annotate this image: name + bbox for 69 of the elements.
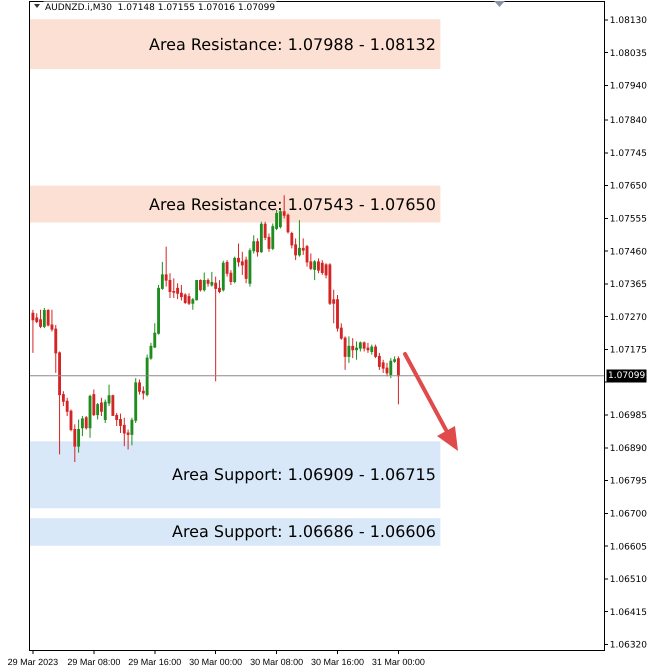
candlestick	[210, 271, 214, 288]
x-tick-label: 30 Mar 08:00	[250, 656, 304, 667]
candlestick	[31, 309, 34, 354]
band-label: Area Resistance: 1.07543 - 1.07650	[149, 195, 436, 214]
candlestick	[39, 309, 42, 329]
x-tick-label: 29 Mar 2023	[8, 656, 58, 667]
y-tick-label: 1.08035	[610, 48, 648, 59]
candlestick	[214, 276, 218, 382]
candlestick	[222, 260, 225, 292]
y-tick-label: 1.06415	[610, 608, 648, 618]
candlestick	[92, 388, 96, 417]
x-tick-label: 30 Mar 00:00	[189, 656, 242, 667]
candlestick	[188, 292, 190, 306]
candlestick	[386, 362, 388, 377]
candlestick	[260, 221, 263, 254]
y-tick-label: 1.06320	[610, 640, 648, 651]
y-tick-label: 1.07460	[610, 247, 648, 258]
y-tick-label: 1.07270	[610, 312, 648, 323]
candlestick	[389, 358, 392, 379]
candlestick	[199, 278, 202, 292]
candlestick	[317, 258, 320, 274]
candlestick	[122, 417, 126, 447]
y-tick-label: 1.06985	[610, 411, 648, 422]
candlestick	[320, 260, 324, 276]
y-tick-label: 1.06890	[610, 444, 648, 454]
y-tick-label: 1.06510	[610, 575, 648, 586]
candlestick	[84, 416, 88, 430]
chart-title: AUDNZD.i,M30 1.07148 1.07155 1.07016 1.07099	[45, 3, 276, 13]
candlestick	[396, 356, 400, 405]
candlestick	[244, 256, 248, 284]
candlestick	[313, 260, 316, 281]
candlestick	[366, 342, 370, 354]
candlestick	[370, 344, 374, 356]
candlestick	[138, 378, 141, 396]
candlestick	[80, 416, 84, 437]
candlestick	[351, 338, 354, 359]
y-tick-label: 1.06700	[610, 510, 648, 520]
band-label: Area Support: 1.06686 - 1.06606	[172, 522, 436, 541]
band-label: Area Support: 1.06909 - 1.06715	[172, 465, 436, 484]
y-tick-label: 1.07940	[610, 82, 648, 92]
x-tick-label: 31 Mar 00:00	[372, 656, 425, 667]
x-tick-label: 29 Mar 08:00	[67, 656, 120, 667]
band-label: Area Resistance: 1.07988 - 1.08132	[149, 35, 436, 54]
x-tick-label: 30 Mar 16:00	[310, 656, 364, 667]
candlestick	[347, 336, 350, 364]
x-tick-label: 29 Mar 16:00	[128, 656, 182, 667]
candlestick	[100, 397, 103, 417]
candlestick	[42, 308, 46, 329]
y-tick-label: 1.07555	[610, 214, 648, 224]
candlestick	[96, 402, 100, 420]
y-tick-label: 1.07365	[610, 280, 648, 290]
candlestick	[355, 341, 358, 360]
candlestick	[180, 284, 183, 301]
candlestick	[176, 282, 180, 300]
y-tick-label: 1.08130	[610, 16, 648, 26]
candlestick	[298, 220, 301, 258]
candlestick	[362, 341, 366, 352]
ref-line-label: 1.07099	[608, 371, 646, 381]
candlestick	[206, 278, 210, 288]
candlestick	[88, 394, 92, 438]
candlestick	[77, 419, 80, 454]
candlestick	[202, 272, 206, 292]
y-tick-label: 1.07650	[610, 182, 648, 192]
y-tick-label: 1.07840	[610, 116, 648, 126]
y-tick-label: 1.06605	[610, 542, 648, 552]
candlestick	[256, 238, 259, 258]
y-tick-label: 1.06795	[610, 476, 648, 487]
y-tick-label: 1.07175	[610, 346, 648, 356]
y-tick-label: 1.07745	[610, 148, 648, 159]
